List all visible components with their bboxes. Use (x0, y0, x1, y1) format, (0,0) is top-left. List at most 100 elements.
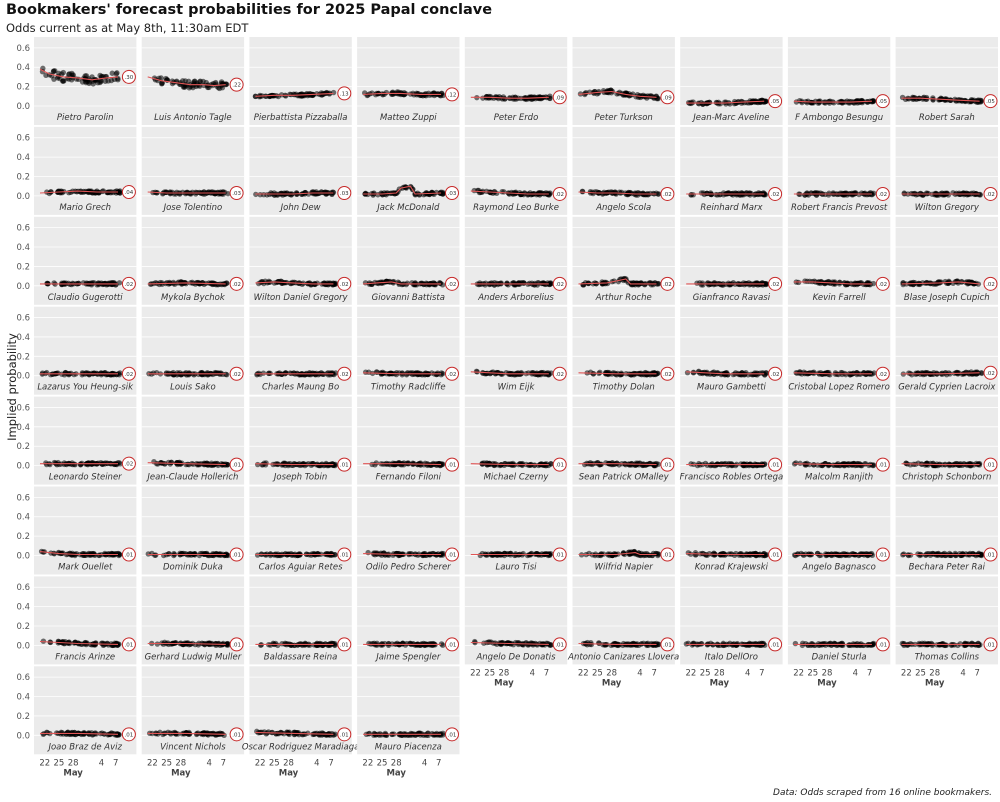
odds-point (171, 550, 177, 557)
odds-point (718, 281, 724, 288)
panel-background (249, 216, 352, 305)
panel: .05F Ambongo Besungu (787, 37, 891, 125)
odds-point (109, 70, 115, 76)
odds-point (433, 462, 440, 469)
panel-name-label: Timothy Dolan (593, 383, 655, 393)
current-value-badge (337, 457, 352, 472)
odds-point (191, 372, 197, 378)
odds-point (150, 370, 157, 376)
panel-background (141, 216, 245, 305)
odds-point (858, 280, 865, 286)
odds-point (684, 369, 691, 376)
odds-point (186, 461, 192, 468)
odds-point (89, 74, 95, 80)
current-value-badge (337, 185, 352, 200)
panel-background (680, 216, 783, 305)
odds-point (200, 78, 206, 85)
odds-point (378, 371, 385, 377)
odds-point (499, 639, 506, 646)
odds-point (328, 550, 334, 557)
panel-name-label: John Dew (279, 203, 321, 213)
odds-point (977, 552, 984, 558)
panel-background (895, 306, 998, 395)
panel-name-label: Joseph Tobin (272, 473, 327, 483)
current-value-badge (552, 276, 567, 291)
chart-title: Bookmakers' forecast probabilities for 2… (6, 2, 493, 18)
odds-point (366, 369, 372, 375)
odds-point (643, 191, 649, 198)
current-value-badge (445, 457, 459, 472)
panel-name-label: Robert Francis Prevost (791, 203, 888, 213)
current-value-label: .22 (232, 83, 241, 89)
odds-point (647, 460, 653, 467)
odds-point (728, 462, 735, 469)
panel-name-label: Gianfranco Ravasi (693, 293, 771, 303)
odds-point (632, 282, 638, 288)
current-value-label: .02 (663, 192, 672, 198)
current-value-label: .01 (555, 463, 564, 469)
odds-point (299, 372, 306, 378)
panel-name-label: Carlos Aguiar Retes (259, 563, 343, 573)
x-tick-label: 7 (759, 668, 764, 678)
odds-point (792, 640, 799, 647)
current-value-label: .02 (771, 282, 780, 288)
odds-point (579, 188, 586, 195)
current-value-label: .01 (663, 553, 672, 559)
panel-name-label: Baldassare Reina (264, 652, 338, 662)
panel-name-label: Leonardo Steiner (49, 473, 122, 483)
y-tick-label: 0.6 (16, 44, 30, 54)
odds-point (384, 190, 391, 196)
odds-point (650, 642, 657, 648)
odds-point (704, 462, 710, 468)
current-value-badge (983, 94, 998, 109)
odds-point (472, 638, 478, 645)
odds-point (546, 281, 552, 288)
current-value-badge (229, 366, 244, 381)
panel-background (787, 37, 891, 125)
odds-point (302, 462, 308, 469)
odds-point (274, 192, 280, 198)
median-line (901, 281, 980, 285)
odds-point (312, 371, 319, 378)
odds-point (114, 188, 120, 194)
median-line (470, 371, 549, 375)
current-value-label: .03 (340, 191, 349, 197)
odds-point (839, 640, 845, 646)
odds-point (95, 189, 102, 196)
x-tick-label: 7 (544, 668, 549, 678)
y-tick-label: 0.6 (16, 403, 30, 413)
odds-point (378, 552, 385, 558)
panel-name-label: Konrad Krajewski (695, 563, 769, 573)
odds-point (78, 189, 85, 196)
odds-point (626, 551, 632, 557)
panel-background (34, 306, 137, 395)
panel-name-label: Odilo Pedro Scherer (366, 563, 451, 573)
odds-point (952, 461, 958, 467)
odds-point (793, 99, 800, 105)
odds-point (494, 550, 501, 557)
panel: .03 John Dew (249, 126, 352, 215)
odds-point (116, 280, 123, 286)
odds-point (186, 78, 192, 85)
odds-point (505, 282, 511, 288)
x-axis-label: May (602, 678, 622, 688)
odds-point (365, 549, 371, 556)
current-value-label: .02 (232, 372, 241, 378)
current-value-badge (121, 185, 136, 200)
current-value-label: .01 (771, 463, 780, 469)
odds-point (596, 640, 602, 646)
current-value-badge (768, 457, 783, 472)
panel-background (680, 486, 783, 575)
odds-point (580, 282, 587, 288)
odds-point (700, 101, 706, 107)
odds-point (54, 462, 60, 468)
current-value-label: .02 (878, 372, 887, 378)
odds-point (720, 192, 727, 198)
